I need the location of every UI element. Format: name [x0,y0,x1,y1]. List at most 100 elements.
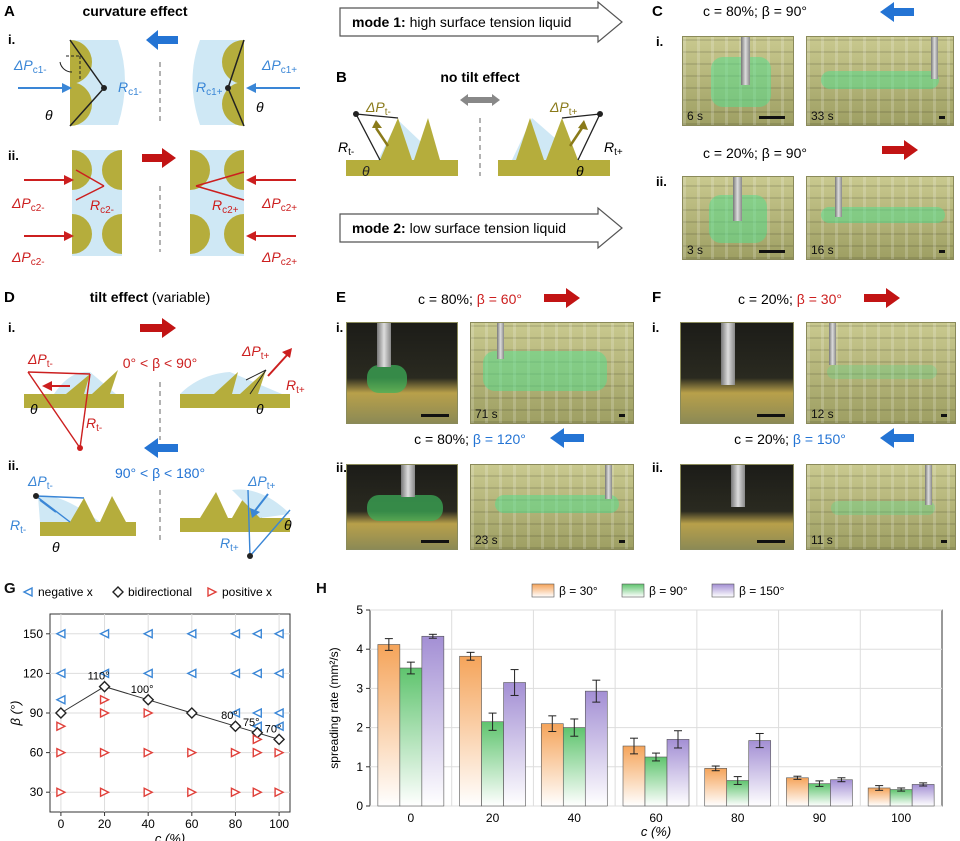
data-point-right-triangle [143,747,154,758]
x-axis-label: c (%) [641,824,671,839]
bar [704,768,728,807]
data-point-left-triangle [229,668,241,679]
mode-1-arrow [339,0,623,44]
arrow-right-red [544,288,580,308]
y-tick-label: 1 [356,760,363,774]
photo-f-i-b: 12 s [806,322,956,424]
panel-label-a: A [4,3,15,20]
bar [481,721,504,807]
y-tick-label: 5 [356,603,363,617]
panel-a-ii-label: ii. [8,148,19,163]
range-d-i: 0° < β < 90° [123,355,198,371]
data-point-diamond [142,693,155,706]
theta-d-i-left: θ [30,401,38,417]
photo-e-i-a [346,322,458,424]
bar [748,740,772,807]
bar [622,745,646,807]
panel-e-ii-label: ii. [336,460,347,475]
label-rt-plus-d-i: Rt+ [286,377,305,396]
arrow-right-red [140,318,176,338]
chart-h-bar: 0 1 2 3 4 5 0 20 40 60 80 90 100 c (%) spreading rate … [327,583,943,839]
d-i-left-diagram [24,370,124,451]
label-rt-plus-d-ii: Rt+ [220,535,239,554]
panel-c-i-condition: c = 80%; β = 90° [703,3,807,19]
panel-e-i-condition: c = 80%; β = 60° [418,291,522,307]
data-point-diamond [185,707,198,719]
panel-e-i-label: i. [336,320,343,335]
x-tick-label: 100 [891,811,911,825]
label-rt-minus: Rt- [338,139,354,158]
label-rc2-plus: Rc2+ [212,197,239,216]
legend-swatch [711,583,735,598]
y-axis-label: spreading rate (mm²/s) [327,647,341,768]
x-tick-label: 0 [408,811,415,825]
panel-d-i-label: i. [8,320,15,335]
legend-label: β = 150° [739,584,785,598]
photo-f-ii-b: 11 s [806,464,956,550]
panel-label-h: H [316,580,327,597]
legend-label: β = 90° [649,584,688,598]
time-label: 16 s [811,243,834,257]
a-i-left-diagram [18,39,125,127]
panel-f-ii-condition: c = 20%; β = 150° [734,431,846,447]
data-point-left-triangle [273,628,284,639]
photo-f-i-a [680,322,794,424]
photo-c-i-b: 33 s [806,36,954,126]
bar [830,779,853,807]
bar [562,727,586,807]
panel-label-g: G [4,580,16,597]
label-dpt-plus-d-i: ΔPt+ [241,343,270,362]
data-point-left-triangle [229,628,241,639]
point-label: 70° [265,723,282,735]
data-point-left-triangle [251,628,262,639]
y-tick-label: 120 [23,666,43,680]
data-point-right-triangle [230,787,242,798]
theta-d-ii-left: θ [52,539,60,555]
panel-label-b: B [336,69,347,86]
time-label: 11 s [811,533,833,547]
panel-d-title: tilt effect (variable) [90,289,211,305]
bar [399,667,423,807]
bar [584,690,608,807]
panel-d-ii-label: ii. [8,458,19,473]
data-point-right-triangle [143,787,154,798]
legend-marker [207,586,218,598]
data-point-right-triangle [252,734,263,745]
data-point-right-triangle [274,747,285,758]
panel-label-d: D [4,289,15,306]
b-left-diagram [346,111,458,176]
label-dpt-plus: ΔPt+ [549,99,578,118]
x-tick-label: 100 [269,817,289,831]
arrow-right-red [882,140,918,160]
panel-a-title: curvature effect [82,3,187,19]
x-tick-label: 90 [813,811,827,825]
data-point-diamond [98,680,111,693]
label-rt-minus-d-i: Rt- [86,415,102,434]
point-label: 80° [221,710,238,722]
panel-f-i-condition: c = 20%; β = 30° [738,291,842,307]
data-point-diamond [229,720,242,733]
x-tick-label: 20 [486,811,500,825]
x-tick-label: 60 [185,817,199,831]
data-point-diamond [273,733,286,746]
d-ii-right-diagram [180,489,291,559]
y-tick-label: 90 [30,706,44,720]
y-tick-label: 60 [30,746,44,760]
data-point-right-triangle [99,694,111,705]
data-point-left-triangle [98,668,110,679]
panel-c-i-label: i. [656,34,663,49]
bar [666,739,690,807]
data-point-right-triangle [252,747,263,758]
photo-e-i-b: 71 s [470,322,634,424]
mode-1-text: mode 1: high surface tension liquid [352,14,571,30]
data-point-right-triangle [56,721,67,732]
panel-a-i-label: i. [8,32,15,47]
legend-marker [112,586,124,598]
legend-label: bidirectional [128,585,192,599]
theta-b-right: θ [576,163,584,179]
data-point-left-triangle [142,668,153,679]
bar [503,682,526,807]
label-dpc2-minus-1: ΔPc2- [11,195,45,214]
data-point-right-triangle [252,787,263,798]
